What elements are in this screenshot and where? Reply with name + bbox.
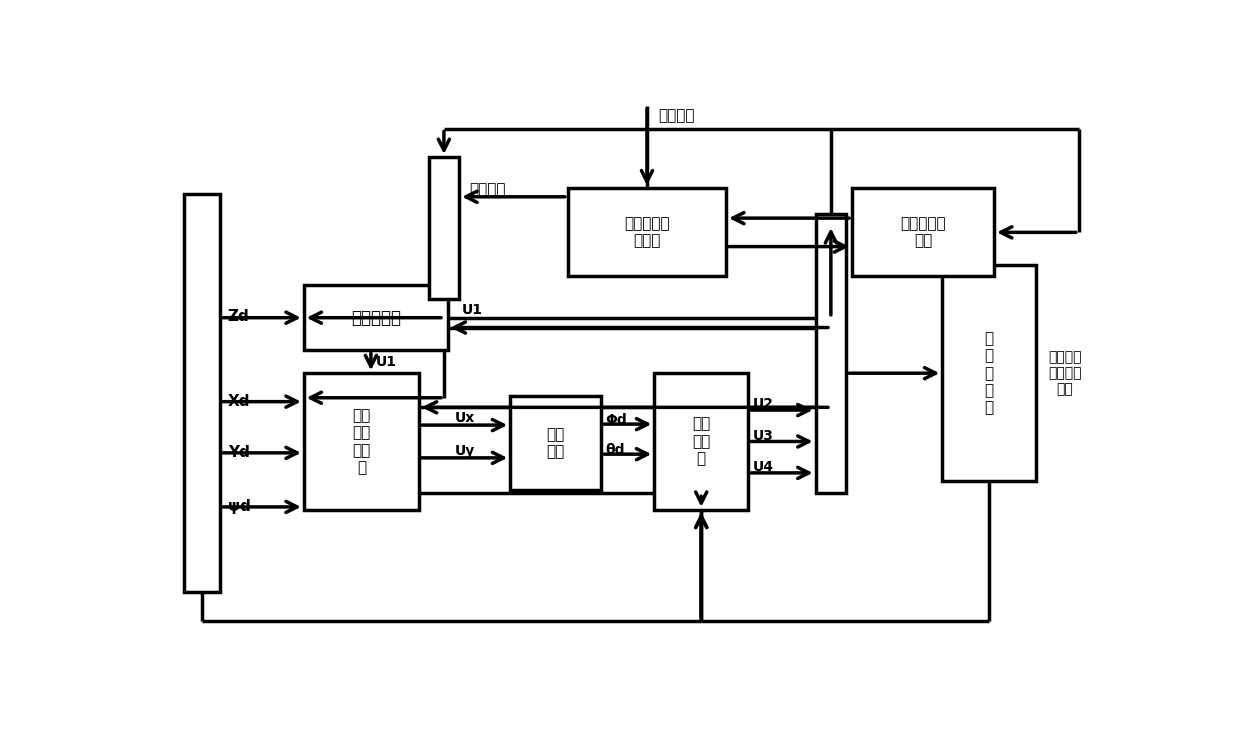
Text: 性能指标: 性能指标 <box>658 109 695 123</box>
Text: Ux: Ux <box>455 412 475 425</box>
FancyBboxPatch shape <box>429 157 460 299</box>
Text: ψd: ψd <box>228 500 250 514</box>
Text: 反解
模块: 反解 模块 <box>546 426 565 459</box>
Text: 水平
位置
控制
器: 水平 位置 控制 器 <box>352 408 370 475</box>
FancyBboxPatch shape <box>567 188 726 276</box>
Text: 高度控制器: 高度控制器 <box>351 309 400 327</box>
FancyBboxPatch shape <box>815 214 846 493</box>
Text: Yd: Yd <box>228 446 250 460</box>
Text: θd: θd <box>605 443 624 457</box>
Text: 控制器参数
计算器: 控制器参数 计算器 <box>624 217 670 248</box>
Text: 自适应率: 自适应率 <box>468 182 506 197</box>
Text: U4: U4 <box>753 460 774 474</box>
FancyBboxPatch shape <box>852 188 994 276</box>
Text: 递推参数估
计值: 递推参数估 计值 <box>901 217 945 248</box>
Text: Uy: Uy <box>455 444 475 458</box>
Text: Zd: Zd <box>228 309 249 324</box>
FancyBboxPatch shape <box>654 373 748 510</box>
Text: U3: U3 <box>753 429 774 443</box>
Text: 姿态高度
位置实时
数据: 姿态高度 位置实时 数据 <box>1048 350 1082 396</box>
Text: 姿态
控制
器: 姿态 控制 器 <box>693 417 710 466</box>
Text: U1: U1 <box>462 303 483 317</box>
Text: U1: U1 <box>375 355 396 369</box>
FancyBboxPatch shape <box>183 194 221 592</box>
FancyBboxPatch shape <box>943 265 1036 481</box>
Text: Φd: Φd <box>605 412 627 426</box>
Text: Xd: Xd <box>228 394 250 409</box>
Text: U2: U2 <box>753 398 774 412</box>
FancyBboxPatch shape <box>304 373 419 510</box>
Text: 飞
行
机
器
人: 飞 行 机 器 人 <box>985 331 994 415</box>
FancyBboxPatch shape <box>304 285 447 350</box>
FancyBboxPatch shape <box>510 396 601 490</box>
